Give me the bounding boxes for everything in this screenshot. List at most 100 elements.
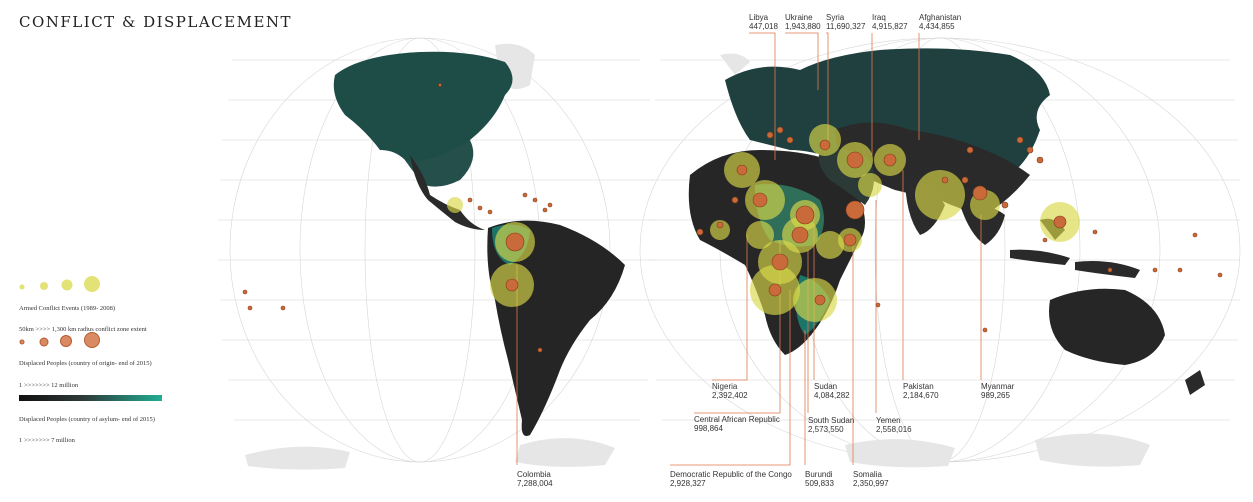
conflict-event-marker <box>731 196 739 204</box>
conflict-event-marker <box>1192 232 1198 238</box>
conflict-event-marker <box>438 83 442 87</box>
country-name: Sudan <box>814 382 838 391</box>
callout-yemen: Yemen 2,558,016 <box>876 416 912 434</box>
conflict-event-marker <box>1001 201 1009 209</box>
displaced-count: 509,833 <box>805 479 834 488</box>
displaced-count: 1,943,880 <box>785 22 821 31</box>
conflict-event-marker <box>791 226 809 244</box>
conflict-event-marker <box>814 294 826 306</box>
displaced-count: 2,392,402 <box>712 391 748 400</box>
conflict-event-marker <box>786 136 794 144</box>
conflict-zone-bubble <box>710 220 730 240</box>
conflict-event-marker <box>1016 136 1024 144</box>
displaced-count: 447,018 <box>749 22 778 31</box>
country-name: Iraq <box>872 13 886 22</box>
legend-armed-conflict-circles <box>19 276 100 292</box>
legend-armed-conflict-label: Armed Conflict Events (1989- 2008) <box>19 305 116 312</box>
australia <box>1049 288 1165 365</box>
conflict-zone-bubble <box>816 231 844 259</box>
country-name: Colombia <box>517 470 551 479</box>
country-name: Syria <box>826 13 845 22</box>
callout-afghanistan: Afghanistan 4,434,855 <box>919 13 961 31</box>
conflict-event-marker <box>766 131 774 139</box>
callout-syria: Syria 11,690,327 <box>826 13 865 31</box>
callout-colombia: Colombia 7,288,004 <box>517 470 553 488</box>
callout-leader-line <box>670 290 791 466</box>
callout-leader-line <box>712 235 748 381</box>
displaced-count: 11,690,327 <box>826 22 866 31</box>
conflict-event-marker <box>532 197 538 203</box>
country-name: Nigeria <box>712 382 738 391</box>
displaced-count: 4,915,827 <box>872 22 908 31</box>
conflict-event-marker <box>845 200 865 220</box>
callout-central-african-republic: Central African Republic 998,864 <box>694 415 780 433</box>
conflict-event-marker <box>1042 237 1048 243</box>
conflict-zone-bubble <box>858 173 882 197</box>
conflict-event-marker <box>1036 156 1044 164</box>
callout-iraq: Iraq 4,915,827 <box>872 13 908 31</box>
conflict-event-marker <box>1026 146 1034 154</box>
country-name: South Sudan <box>808 416 855 425</box>
callout-nigeria: Nigeria 2,392,402 <box>712 382 748 400</box>
conflict-event-marker <box>280 305 286 311</box>
conflict-event-marker <box>716 221 724 229</box>
conflict-event-marker <box>961 176 969 184</box>
displaced-count: 2,573,550 <box>808 425 844 434</box>
conflict-event-marker <box>972 185 988 201</box>
legend-displaced-origin-range: 1 >>>>>>> 12 million <box>19 382 79 389</box>
conflict-event-marker <box>537 347 543 353</box>
polar-land <box>245 43 1150 470</box>
displaced-count: 2,558,016 <box>876 425 912 434</box>
conflict-event-marker <box>883 153 897 167</box>
conflict-event-marker <box>487 209 493 215</box>
callout-libya: Libya 447,018 <box>749 13 778 31</box>
callout-leader-line <box>826 32 829 150</box>
conflict-zone-bubble <box>746 221 774 249</box>
conflict-event-marker <box>768 283 782 297</box>
conflict-event-marker <box>1177 267 1183 273</box>
country-name: Afghanistan <box>919 13 962 22</box>
conflict-event-marker <box>982 327 988 333</box>
country-name: Yemen <box>876 416 901 425</box>
conflict-event-marker <box>771 253 789 271</box>
conflict-events <box>242 83 1223 353</box>
country-name: Myanmar <box>981 382 1015 391</box>
conflict-event-marker <box>736 164 748 176</box>
callout-leader-line <box>749 32 776 160</box>
callout-somalia: Somalia 2,350,997 <box>853 470 889 488</box>
conflict-event-marker <box>843 233 857 247</box>
conflict-event-marker <box>752 192 768 208</box>
displaced-count: 4,084,282 <box>814 391 850 400</box>
conflict-event-marker <box>547 202 553 208</box>
conflict-event-marker <box>247 305 253 311</box>
displaced-count: 2,928,327 <box>670 479 706 488</box>
displaced-count: 989,265 <box>981 391 1010 400</box>
callout-ukraine: Ukraine 1,943,880 <box>785 13 821 31</box>
callout-south-sudan: South Sudan 2,573,550 <box>808 416 854 434</box>
legend-conflict-zone-circles <box>19 332 100 348</box>
conflict-event-marker <box>1092 229 1098 235</box>
conflict-zone-bubble <box>447 197 463 213</box>
conflict-event-marker <box>941 176 949 184</box>
conflict-event-marker <box>696 228 704 236</box>
country-name: Pakistan <box>903 382 934 391</box>
conflict-event-marker <box>467 197 473 203</box>
displaced-count: 7,288,004 <box>517 479 553 488</box>
conflict-event-marker <box>522 192 528 198</box>
conflict-event-marker <box>846 151 864 169</box>
displaced-count: 2,350,997 <box>853 479 889 488</box>
legend-origin-gradient <box>19 395 162 401</box>
callout-pakistan: Pakistan 2,184,670 <box>903 382 939 400</box>
callout-myanmar: Myanmar 989,265 <box>981 382 1014 400</box>
conflict-event-marker <box>542 207 548 213</box>
callout-burundi: Burundi 509,833 <box>805 470 834 488</box>
country-name: Democratic Republic of the Congo <box>670 470 792 479</box>
displaced-count: 2,184,670 <box>903 391 939 400</box>
conflict-zone-bubble <box>915 170 965 220</box>
callout-leader-line <box>785 32 819 90</box>
country-name: Burundi <box>805 470 833 479</box>
conflict-event-marker <box>477 205 483 211</box>
country-name: Libya <box>749 13 769 22</box>
conflict-event-marker <box>1053 215 1067 229</box>
